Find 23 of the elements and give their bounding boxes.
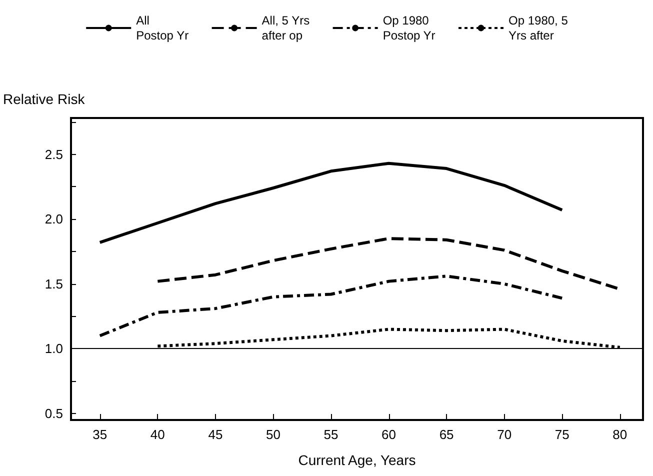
x-tick-label: 60 xyxy=(382,427,396,442)
y-tick-label: 2.0 xyxy=(44,212,63,227)
x-tick-label: 45 xyxy=(208,427,223,442)
y-tick-label: 0.5 xyxy=(44,406,63,422)
line-series xyxy=(98,274,564,338)
y-tick-label: 1.0 xyxy=(44,341,63,356)
legend-label: Op 1980 Postop Yr xyxy=(382,14,436,42)
y-tick-label: 1.5 xyxy=(44,276,63,292)
legend-label: All, 5 Yrs after op xyxy=(262,14,310,42)
legend-label: Op 1980, 5 Yrs after xyxy=(508,14,568,42)
x-tick-label: 80 xyxy=(612,427,628,442)
x-tick-label: 70 xyxy=(497,427,512,442)
x-tick-label: 75 xyxy=(554,427,570,442)
x-tick-label: 35 xyxy=(92,427,108,442)
x-tick-label: 40 xyxy=(150,427,165,442)
x-tick-label: 55 xyxy=(324,427,338,442)
x-tick-label: 50 xyxy=(266,427,280,442)
x-tick-label: 65 xyxy=(439,427,454,442)
y-tick-label: 2.5 xyxy=(44,146,63,162)
legend-label: All Postop Yr xyxy=(136,14,189,42)
line-series xyxy=(98,162,564,244)
y-axis-title: Relative Risk xyxy=(3,91,86,107)
x-axis-title: Current Age, Years xyxy=(298,452,416,468)
